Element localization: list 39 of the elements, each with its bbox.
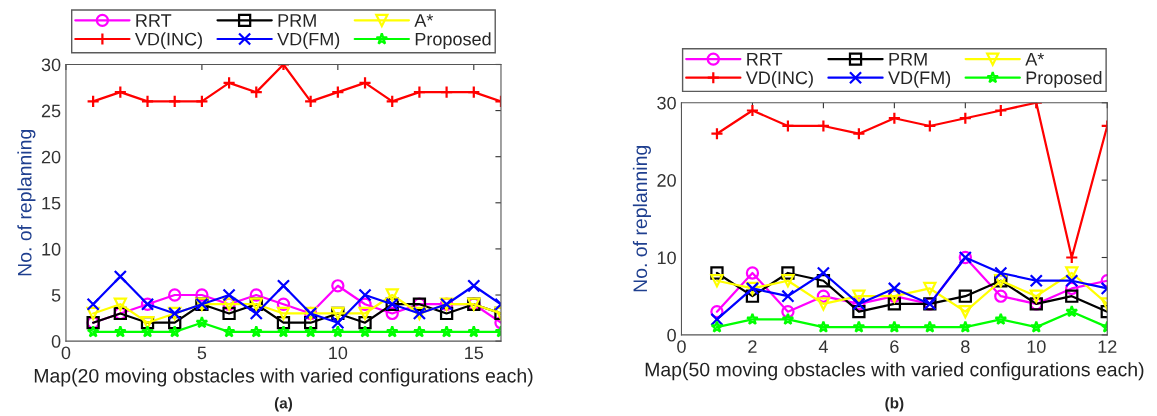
- legend-label: Proposed: [415, 32, 491, 50]
- y-tick-label: 0: [667, 328, 676, 342]
- x-tick-label: 6: [890, 340, 899, 353]
- y-tick-label: 10: [657, 251, 676, 265]
- legend-label: VD(FM): [888, 70, 951, 88]
- x-tick-label: 10: [329, 346, 348, 360]
- x-tick-label: 10: [1027, 340, 1046, 353]
- x-tick-label: 5: [197, 346, 207, 360]
- legend-label: VD(FM): [277, 32, 340, 50]
- text: (a): [274, 397, 293, 412]
- y-tick-label: 10: [42, 242, 61, 256]
- x-tick-label: 4: [818, 340, 828, 353]
- legend-label: Proposed: [1026, 70, 1102, 88]
- text: (b): [885, 397, 904, 412]
- y-axis-title: No. of replanning: [632, 146, 651, 292]
- y-tick-label: 20: [657, 174, 676, 187]
- legend-label: A*: [414, 14, 434, 27]
- x-tick-label: 0: [61, 346, 71, 360]
- x-tick-label: 2: [748, 340, 757, 353]
- y-tick-label: 30: [41, 58, 61, 72]
- x-axis-title: Map(20 moving obstacles with varied configurations each): [34, 368, 533, 387]
- legend-label: RRT: [747, 52, 783, 66]
- x-axis-title: Map(50 moving obstacles with varied configurations each): [645, 362, 1144, 381]
- legend-label: A*: [1025, 52, 1045, 66]
- x-tick-label: 8: [961, 340, 970, 353]
- x-tick-label: 0: [677, 340, 686, 353]
- y-tick-label: 5: [51, 289, 61, 302]
- legend-label: PRM: [889, 52, 927, 66]
- y-axis-title: No. of replanning: [17, 130, 36, 276]
- y-tick-label: 15: [42, 196, 61, 210]
- legend-label: VD(INC): [134, 32, 202, 50]
- legend-label: VD(INC): [745, 70, 813, 88]
- legend-label: RRT: [136, 14, 172, 27]
- y-tick-label: 20: [41, 150, 61, 164]
- y-tick-label: 25: [41, 104, 61, 118]
- y-tick-label: 30: [657, 96, 676, 110]
- legend-label: PRM: [278, 14, 316, 27]
- x-tick-label: 15: [465, 346, 484, 360]
- x-tick-label: 12: [1098, 340, 1117, 353]
